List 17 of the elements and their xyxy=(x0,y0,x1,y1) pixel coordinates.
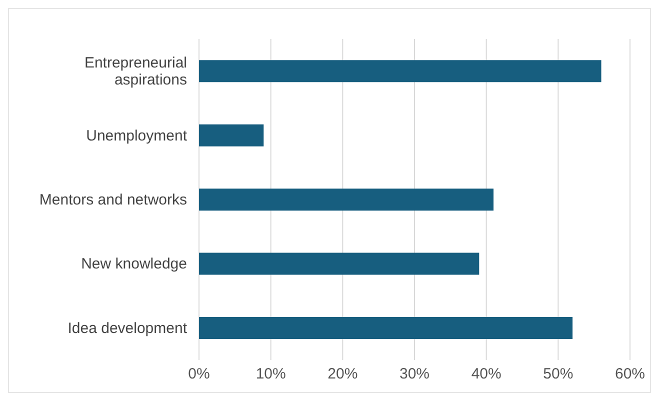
bar xyxy=(199,188,494,211)
y-tick-label: Entrepreneurial aspirations xyxy=(84,54,187,88)
y-tick-label: Unemployment xyxy=(86,126,188,144)
y-tick-label: Idea development xyxy=(68,319,188,336)
x-tick-label: 0% xyxy=(188,366,210,383)
y-tick-label: Mentors and networks xyxy=(39,191,187,208)
y-tick-label: New knowledge xyxy=(81,255,187,272)
x-tick-label: 60% xyxy=(614,366,646,383)
x-tick-label: 10% xyxy=(256,366,286,383)
x-tick-label: 20% xyxy=(328,366,358,383)
x-tick-label: 40% xyxy=(471,366,502,383)
bar xyxy=(199,252,480,275)
bar xyxy=(199,60,602,82)
bar xyxy=(199,124,264,146)
x-tick-label: 30% xyxy=(399,366,430,383)
x-tick-label: 50% xyxy=(543,366,574,383)
bar xyxy=(199,316,573,339)
